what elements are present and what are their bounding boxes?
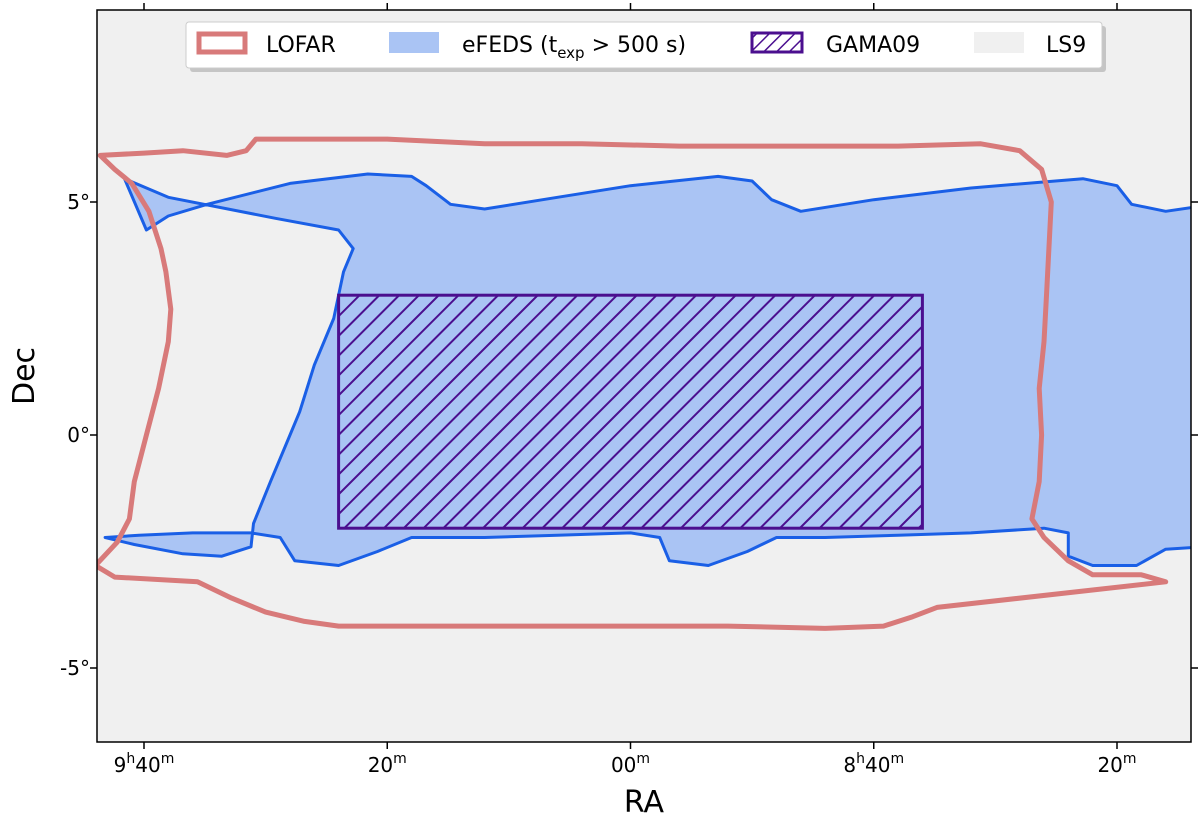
- lofar-coverage-outline: [97, 136, 1169, 631]
- gama09-region: [337, 293, 924, 530]
- y-tick-label: 0°: [67, 423, 90, 447]
- y-axis-ticks: 5° 0° -5°: [60, 190, 1198, 680]
- legend-label-efeds: eFEDS (texp > 500 s): [462, 33, 686, 62]
- legend: LOFAR eFEDS (texp > 500 s) GAMA09 LS9: [185, 21, 1106, 72]
- legend-swatch-lofar: [196, 31, 248, 55]
- legend-label-lofar: LOFAR: [266, 33, 336, 58]
- x-tick-label: 8h40m: [843, 751, 904, 777]
- x-tick-label: 20m: [1097, 751, 1136, 777]
- x-axis-ticks: 9h40m 20m 00m 8h40m 20m: [114, 3, 1137, 777]
- legend-swatch-gama09: [750, 31, 804, 54]
- legend-label-gama09: GAMA09: [826, 33, 920, 58]
- y-tick-label: -5°: [60, 656, 90, 680]
- y-tick-label: 5°: [67, 190, 90, 214]
- x-tick-label: 20m: [368, 751, 407, 777]
- legend-swatch-ls9: [974, 32, 1024, 53]
- plot-frame: [96, 9, 1192, 743]
- x-tick-label: 00m: [611, 751, 650, 777]
- y-axis-label: Dec: [7, 347, 42, 405]
- legend-swatch-efeds: [389, 32, 439, 53]
- x-axis-label: RA: [624, 785, 665, 820]
- x-tick-label: 9h40m: [114, 751, 175, 777]
- legend-label-ls9: LS9: [1046, 33, 1086, 58]
